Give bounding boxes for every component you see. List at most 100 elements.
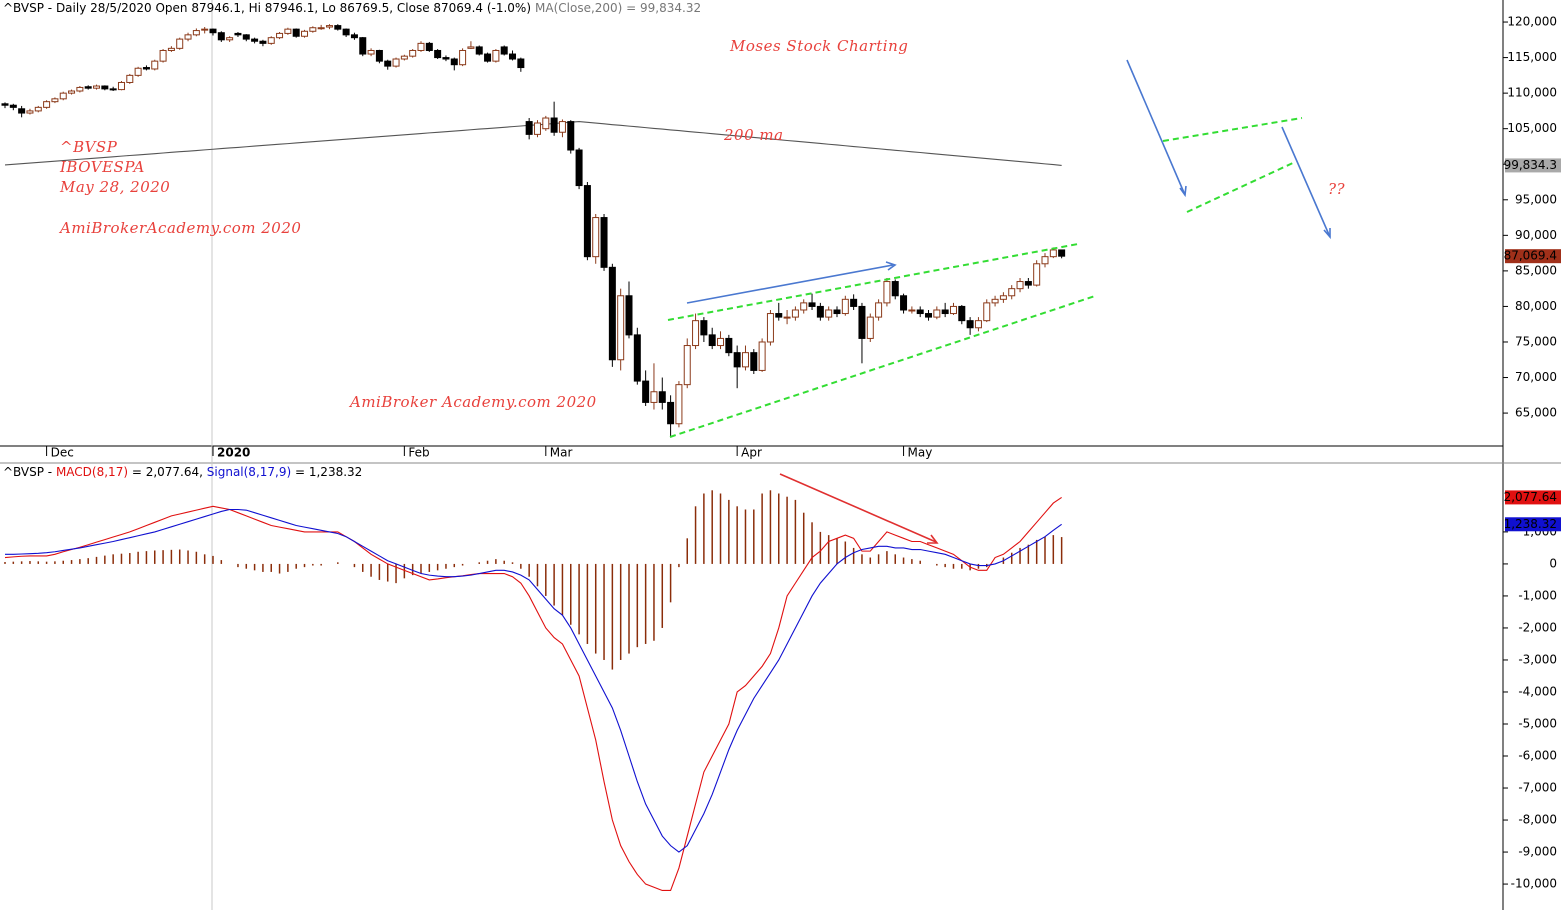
header-prefix: ^BVSP - — [3, 465, 56, 479]
candle-body — [51, 98, 59, 103]
candle-body — [683, 345, 691, 386]
x-tick-label: May — [908, 446, 933, 460]
y-tick-label: 0 — [1549, 556, 1557, 570]
y-tick-label: -8,000 — [1518, 813, 1557, 827]
candle-body — [949, 305, 957, 315]
last-value-box — [1505, 249, 1561, 264]
candle-body — [484, 53, 492, 62]
last-value-box — [1505, 517, 1561, 532]
candle-body — [658, 391, 666, 403]
candle-body — [284, 28, 292, 34]
candle-body — [533, 122, 541, 135]
candle-body — [692, 320, 700, 347]
arrow-head — [1323, 228, 1331, 240]
header-macd-value: = 2,077.64, — [128, 465, 207, 479]
candle-body — [151, 60, 159, 70]
candle-body — [26, 110, 34, 114]
annotation: 200 ma — [723, 126, 784, 144]
candle-body — [558, 121, 566, 133]
candle-body — [59, 92, 67, 100]
arrow — [779, 473, 937, 543]
candle-body — [700, 320, 708, 336]
last-value-box — [1505, 158, 1561, 173]
candle-body — [184, 34, 192, 40]
y-tick-label: -5,000 — [1518, 716, 1557, 730]
last-value-label: 99,834.3 — [1504, 158, 1557, 172]
candle-body — [301, 30, 309, 37]
header-ma: MA(Close,200) = 99,834.32 — [535, 1, 701, 15]
candle-body — [708, 334, 716, 347]
candle-body — [833, 309, 841, 315]
candle-body — [117, 81, 125, 91]
candle-body — [226, 37, 234, 41]
candle-body — [209, 28, 217, 34]
candle-body — [68, 90, 76, 94]
candle-body — [242, 34, 250, 40]
candle-body — [983, 302, 991, 322]
candle-body — [34, 106, 42, 112]
candle-body — [9, 104, 17, 108]
annotation: May 28, 2020 — [59, 178, 170, 196]
candle-body — [517, 58, 525, 69]
annotation: AmiBroker Academy.com 2020 — [348, 393, 597, 411]
candle-body — [933, 309, 941, 318]
candle-body — [325, 25, 333, 28]
candle-body — [741, 352, 749, 368]
last-value-label: 1,238.32 — [1504, 517, 1557, 531]
candle-body — [941, 309, 949, 315]
y-tick-label: -1,000 — [1518, 588, 1557, 602]
y-tick-label: 85,000 — [1515, 263, 1557, 277]
y-tick-label: -2,000 — [1518, 620, 1557, 634]
candle-body — [783, 316, 791, 319]
last-value-box — [1505, 490, 1561, 505]
candle-body — [201, 28, 209, 31]
candle-body — [816, 305, 824, 318]
candle-body — [608, 266, 616, 361]
y-tick-label: 70,000 — [1515, 370, 1557, 384]
annotation: ^BVSP — [60, 138, 118, 156]
candle-body — [500, 46, 508, 55]
candle-body — [766, 313, 774, 343]
y-tick-label: -10,000 — [1511, 877, 1557, 891]
macd-header: ^BVSP - MACD(8,17) = 2,077.64, Signal(8,… — [3, 465, 362, 479]
x-tick-label: Dec — [51, 446, 74, 460]
candle-body — [167, 47, 175, 51]
candle-body — [841, 298, 849, 315]
candle-body — [43, 101, 51, 108]
candle-body — [450, 58, 458, 66]
candle-body — [434, 49, 442, 59]
candle-body — [542, 117, 550, 130]
candle-body — [958, 305, 966, 322]
ma-line — [4, 121, 1062, 166]
candle-body — [675, 384, 683, 425]
arrow-head — [927, 534, 939, 544]
candle-body — [750, 352, 758, 371]
annotation: ?? — [1328, 180, 1346, 198]
candle-body — [384, 60, 392, 67]
candle-body — [192, 30, 200, 36]
annotations: Moses Stock Charting 200 ma ^BVSP IBOVES… — [58, 37, 1346, 411]
candle-body — [126, 74, 134, 83]
candle-body — [908, 309, 916, 312]
y-tick-label: 65,000 — [1515, 406, 1557, 420]
candle-body — [866, 316, 874, 339]
arrow — [1126, 59, 1186, 196]
candle-body — [633, 334, 641, 382]
candle-body — [791, 309, 799, 318]
candle-body — [134, 67, 142, 76]
y-tick-label: -3,000 — [1518, 652, 1557, 666]
candle-body — [825, 309, 833, 318]
y-tick-label: 120,000 — [1507, 15, 1557, 29]
candle-body — [725, 337, 733, 354]
last-value-label: 87,069.4 — [1504, 249, 1557, 263]
candle-body — [575, 149, 583, 187]
candle-body — [350, 34, 358, 39]
candle-body — [1058, 249, 1066, 257]
candle-body — [858, 305, 866, 339]
candle-body — [317, 27, 325, 30]
y-tick-label: -6,000 — [1518, 749, 1557, 763]
y-tick-label: 80,000 — [1515, 299, 1557, 313]
candle-body — [101, 85, 109, 90]
